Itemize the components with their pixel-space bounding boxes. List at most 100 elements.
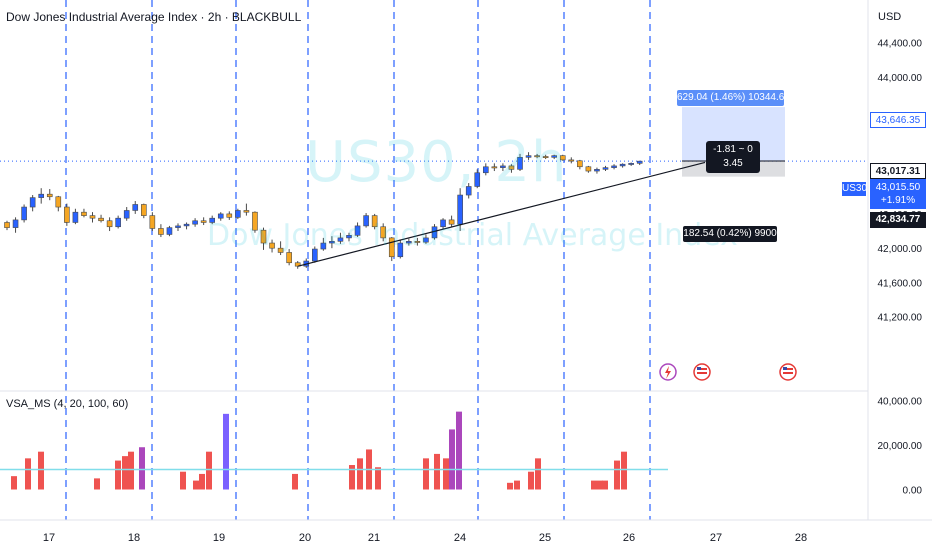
candle-body	[346, 235, 352, 239]
volume-bar	[434, 453, 440, 490]
price-tick-label: 42,000.00	[878, 244, 923, 255]
profit-label: 629.04 (1.46%) 10344.6	[677, 90, 784, 106]
candle-body	[414, 241, 421, 243]
volume-bar	[38, 451, 44, 490]
time-tick-label: 18	[128, 532, 140, 544]
volume-bar	[349, 465, 355, 490]
price-tick-label: 41,600.00	[878, 278, 923, 289]
volume-bar	[449, 429, 455, 490]
candle-body	[89, 215, 96, 219]
time-tick-label: 25	[539, 532, 551, 544]
candle-body	[260, 229, 267, 244]
candle-body	[329, 241, 335, 244]
candle-body	[226, 213, 233, 218]
last-price-tag: 43,015.50 +1.91%	[870, 179, 926, 209]
volume-bar	[443, 458, 449, 490]
volume-bar	[180, 471, 186, 490]
stop-label: 182.54 (0.42%) 9900	[683, 226, 777, 242]
volume-bars	[0, 411, 668, 490]
volume-bar	[128, 451, 134, 490]
candle-body	[388, 237, 395, 258]
candle-body	[542, 156, 549, 158]
volume-bar	[25, 458, 31, 490]
volume-bar	[621, 451, 627, 490]
price-tick-label: 41,200.00	[878, 313, 923, 324]
candle-body	[619, 163, 626, 167]
candle-body	[235, 210, 241, 218]
candle-body	[551, 155, 558, 158]
candle-body	[380, 226, 387, 239]
volume-bar	[193, 480, 199, 490]
time-tick-label: 19	[213, 532, 225, 544]
candle-body	[269, 242, 275, 249]
rr-line-2: 3.45	[723, 158, 743, 169]
candle-body	[149, 215, 156, 229]
volume-bar	[206, 462, 212, 490]
currency-label[interactable]: USD	[878, 11, 902, 23]
change-percent: +1.91%	[880, 195, 916, 206]
candle-body	[106, 220, 113, 228]
candle-body	[363, 215, 369, 227]
candle-body	[517, 157, 523, 170]
candle-body	[12, 219, 19, 228]
candle-body	[311, 248, 318, 262]
candle-body	[568, 159, 575, 162]
us-flag-icon	[693, 363, 711, 381]
volume-bar	[514, 480, 520, 490]
session-separators	[0, 0, 868, 520]
candle-body	[46, 193, 53, 198]
candle-body	[482, 166, 489, 174]
volume-bar	[122, 456, 128, 490]
volume-bar	[507, 482, 513, 490]
candle-body	[158, 228, 164, 235]
time-tick-label: 21	[368, 532, 380, 544]
candle-body	[192, 220, 198, 225]
candle-body	[38, 193, 45, 198]
trendline[interactable]	[297, 161, 706, 267]
candle-body	[354, 225, 361, 236]
candle-body	[611, 165, 617, 168]
candle-body	[123, 210, 130, 219]
candle-body	[217, 213, 224, 219]
candle-body	[448, 219, 455, 225]
lightning-event-icon	[659, 363, 677, 381]
candle-body	[594, 169, 600, 172]
candle-body	[559, 155, 566, 161]
volume-bar	[614, 460, 620, 490]
event-icons[interactable]	[659, 363, 797, 381]
volume-bar	[94, 478, 100, 490]
last-price: 43,015.50	[875, 182, 921, 193]
volume-bar	[223, 413, 229, 490]
candle-body	[628, 163, 634, 165]
risk-reward-box: -1.81 ~ 0 3.45	[706, 141, 760, 173]
candle-body	[141, 204, 147, 216]
candle-body	[465, 186, 472, 196]
candle-body	[98, 217, 104, 222]
time-tick-label: 24	[454, 532, 466, 544]
watermark-symbol: US30, 2h	[305, 130, 568, 195]
volume-bar	[139, 447, 145, 490]
high-price-tag: 43,017.31	[870, 163, 926, 179]
candle-body	[397, 242, 404, 258]
candle-body	[286, 252, 292, 264]
candle-body	[277, 247, 284, 253]
candle-body	[294, 262, 301, 267]
volume-bar	[602, 480, 608, 490]
candle-body	[320, 242, 327, 250]
indicator-label[interactable]: VSA_MS (4, 20, 100, 60)	[6, 398, 129, 410]
target-price-tag: 43,646.35	[870, 112, 926, 128]
candle-body	[457, 194, 463, 225]
candle-body	[209, 217, 215, 223]
candles	[4, 152, 643, 269]
volume-bar	[11, 476, 17, 490]
watermark-name: Dow Jones Industrial Average Index	[207, 218, 738, 253]
candle-body	[423, 237, 429, 243]
candle-body	[500, 165, 506, 168]
candle-body	[508, 165, 515, 170]
volume-bar	[375, 467, 381, 490]
candle-body	[21, 206, 27, 221]
candle-body	[440, 219, 446, 228]
